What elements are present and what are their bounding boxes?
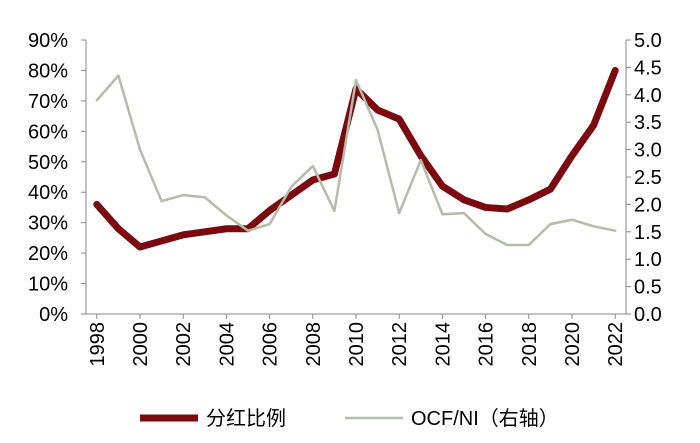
x-tick-label: 2004 — [216, 322, 238, 367]
x-tick-label: 2014 — [432, 322, 454, 367]
x-tick-label: 2022 — [605, 322, 627, 367]
y-tick-label: 30% — [28, 213, 68, 235]
y2-tick-label: 1.5 — [634, 222, 662, 244]
x-tick-label: 1998 — [87, 322, 109, 367]
y-tick-label: 90% — [28, 30, 68, 52]
series-line — [93, 66, 619, 251]
y2-tick-label: 4.0 — [634, 85, 662, 107]
y2-tick-label: 3.0 — [634, 140, 662, 162]
y-tick-label: 10% — [28, 274, 68, 296]
x-tick-label: 2000 — [130, 322, 152, 367]
y-tick-label: 0% — [39, 304, 68, 326]
legend-label: 分红比例 — [206, 407, 286, 430]
y-tick-label: 40% — [28, 182, 68, 204]
y2-tick-label: 2.5 — [634, 167, 662, 189]
x-tick-label: 2016 — [476, 322, 498, 367]
y-tick-label: 80% — [28, 60, 68, 82]
y2-tick-label: 3.5 — [634, 112, 662, 134]
x-tick-label: 2012 — [389, 322, 411, 367]
y2-tick-label: 5.0 — [634, 30, 662, 52]
x-tick-label: 2006 — [260, 322, 282, 367]
y2-tick-label: 0.0 — [634, 304, 662, 326]
y-tick-label: 70% — [28, 91, 68, 113]
y-tick-label: 60% — [28, 121, 68, 143]
x-tick-label: 2002 — [173, 322, 195, 367]
y-tick-label: 50% — [28, 152, 68, 174]
y-tick-label: 20% — [28, 243, 68, 265]
series-line — [95, 74, 617, 247]
x-tick-label: 2010 — [346, 322, 368, 367]
y2-tick-label: 4.5 — [634, 57, 662, 79]
x-tick-label: 2018 — [519, 322, 541, 367]
x-tick-label: 2008 — [303, 322, 325, 367]
y2-tick-label: 1.0 — [634, 249, 662, 271]
y2-tick-label: 2.0 — [634, 194, 662, 216]
legend-label: OCF/NI（右轴） — [411, 407, 559, 430]
y2-tick-label: 0.5 — [634, 277, 662, 299]
x-tick-label: 2020 — [562, 322, 584, 367]
